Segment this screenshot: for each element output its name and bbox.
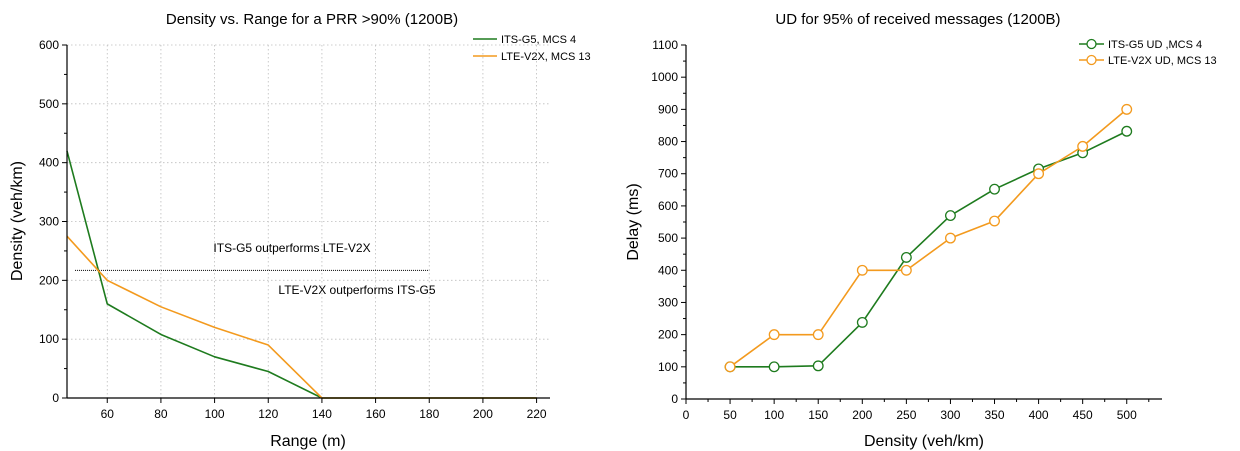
chart-1-series bbox=[66, 150, 537, 399]
x-tick-label: 120 bbox=[258, 407, 278, 421]
series-0-point bbox=[944, 210, 956, 222]
x-tick-label: 350 bbox=[985, 408, 1005, 422]
x-tick-label: 150 bbox=[808, 408, 828, 422]
series-1-point bbox=[856, 264, 868, 276]
y-tick-label: 600 bbox=[39, 38, 59, 52]
legend-label-lte-v2x: LTE-V2X, MCS 13 bbox=[501, 51, 591, 63]
x-tick-label: 160 bbox=[366, 407, 386, 421]
x-tick-label: 400 bbox=[1029, 408, 1049, 422]
legend-label-its-g5-ud: ITS-G5 UD ,MCS 4 bbox=[1108, 39, 1202, 51]
series-1-point bbox=[1033, 168, 1045, 180]
x-tick-label: 300 bbox=[940, 408, 960, 422]
y-tick-label: 100 bbox=[658, 360, 678, 374]
series-line-1 bbox=[729, 108, 1128, 368]
y-tick-label: 0 bbox=[671, 392, 678, 406]
x-tick-label: 0 bbox=[683, 408, 690, 422]
y-tick-label: 800 bbox=[658, 135, 678, 149]
series-1-point bbox=[768, 329, 780, 341]
y-tick-label: 300 bbox=[39, 215, 59, 229]
chart-1-y-label: Density (veh/km) bbox=[9, 161, 26, 281]
series-1-point bbox=[724, 361, 736, 373]
chart-1-grid bbox=[67, 44, 550, 398]
x-tick-label: 60 bbox=[101, 407, 115, 421]
x-tick-label: 50 bbox=[723, 408, 737, 422]
chart-1-legend: ITS-G5, MCS 4 LTE-V2X, MCS 13 bbox=[473, 34, 591, 63]
series-0-point bbox=[1121, 125, 1133, 137]
y-tick-label: 0 bbox=[52, 391, 59, 405]
y-tick-label: 200 bbox=[39, 273, 59, 287]
annotation-lte-v2x-outperforms: LTE-V2X outperforms ITS-G5 bbox=[278, 283, 435, 297]
series-0-point bbox=[812, 360, 824, 372]
series-line-0 bbox=[730, 130, 1128, 368]
x-tick-label: 100 bbox=[764, 408, 784, 422]
x-tick-label: 180 bbox=[419, 407, 439, 421]
y-tick-label: 700 bbox=[658, 167, 678, 181]
chart-ud-delay: UD for 95% of received messages (1200B) … bbox=[625, 11, 1217, 450]
chart-2-legend: ITS-G5 UD ,MCS 4 LTE-V2X UD, MCS 13 bbox=[1079, 38, 1217, 67]
x-tick-label: 450 bbox=[1073, 408, 1093, 422]
x-tick-label: 140 bbox=[312, 407, 332, 421]
series-0-point bbox=[856, 316, 868, 328]
legend-label-lte-v2x-ud: LTE-V2X UD, MCS 13 bbox=[1108, 55, 1217, 67]
y-tick-label: 1000 bbox=[651, 70, 678, 84]
x-tick-label: 220 bbox=[527, 407, 547, 421]
legend-marker-lte-v2x-ud bbox=[1086, 54, 1097, 66]
series-line-1 bbox=[66, 235, 537, 399]
chart-1-title: Density vs. Range for a PRR >90% (1200B) bbox=[166, 11, 458, 28]
chart-1-y-ticks: 0 100 200 300 400 500 600 bbox=[39, 38, 67, 405]
chart-2-y-label: Delay (ms) bbox=[625, 183, 642, 260]
y-tick-label: 100 bbox=[39, 332, 59, 346]
chart-2-series bbox=[724, 103, 1133, 373]
x-tick-label: 200 bbox=[473, 407, 493, 421]
series-1-point bbox=[1077, 140, 1089, 152]
chart-1-x-label: Range (m) bbox=[270, 433, 346, 450]
x-tick-label: 250 bbox=[896, 408, 916, 422]
y-tick-label: 500 bbox=[658, 231, 678, 245]
series-line-0 bbox=[66, 150, 537, 399]
chart-2-x-ticks: 0 50 100 150 200 250 300 350 400 450 500 bbox=[683, 399, 1150, 422]
y-tick-label: 400 bbox=[39, 156, 59, 170]
y-tick-label: 1100 bbox=[652, 38, 678, 52]
legend-marker-its-g5-ud bbox=[1086, 38, 1097, 50]
series-1-point bbox=[812, 329, 824, 341]
y-tick-label: 500 bbox=[39, 97, 59, 111]
x-tick-label: 200 bbox=[852, 408, 872, 422]
series-0-point bbox=[900, 251, 912, 263]
y-tick-label: 400 bbox=[658, 263, 678, 277]
x-tick-label: 80 bbox=[154, 407, 168, 421]
chart-2-x-label: Density (veh/km) bbox=[864, 433, 984, 450]
x-tick-label: 500 bbox=[1117, 408, 1137, 422]
chart-1-x-ticks: 60 80 100 120 140 160 180 200 220 bbox=[101, 398, 547, 421]
series-1-point bbox=[989, 215, 1000, 227]
y-tick-label: 300 bbox=[658, 295, 678, 309]
y-tick-label: 600 bbox=[658, 199, 678, 213]
chart-2-title: UD for 95% of received messages (1200B) bbox=[775, 11, 1060, 28]
y-tick-label: 900 bbox=[658, 102, 678, 116]
series-0-point bbox=[768, 361, 780, 373]
annotation-its-g5-outperforms: ITS-G5 outperforms LTE-V2X bbox=[213, 241, 370, 255]
chart-density-vs-range: Density vs. Range for a PRR >90% (1200B)… bbox=[9, 11, 591, 450]
series-0-point bbox=[989, 183, 1000, 195]
legend-label-its-g5: ITS-G5, MCS 4 bbox=[501, 34, 576, 46]
chart-2-y-ticks: 0 100 200 300 400 500 600 700 800 900 1000 1100 bbox=[651, 38, 686, 406]
series-1-point bbox=[1121, 103, 1133, 115]
y-tick-label: 200 bbox=[658, 328, 678, 342]
x-tick-label: 100 bbox=[205, 407, 225, 421]
series-1-point bbox=[944, 232, 956, 244]
series-1-point bbox=[900, 264, 912, 276]
